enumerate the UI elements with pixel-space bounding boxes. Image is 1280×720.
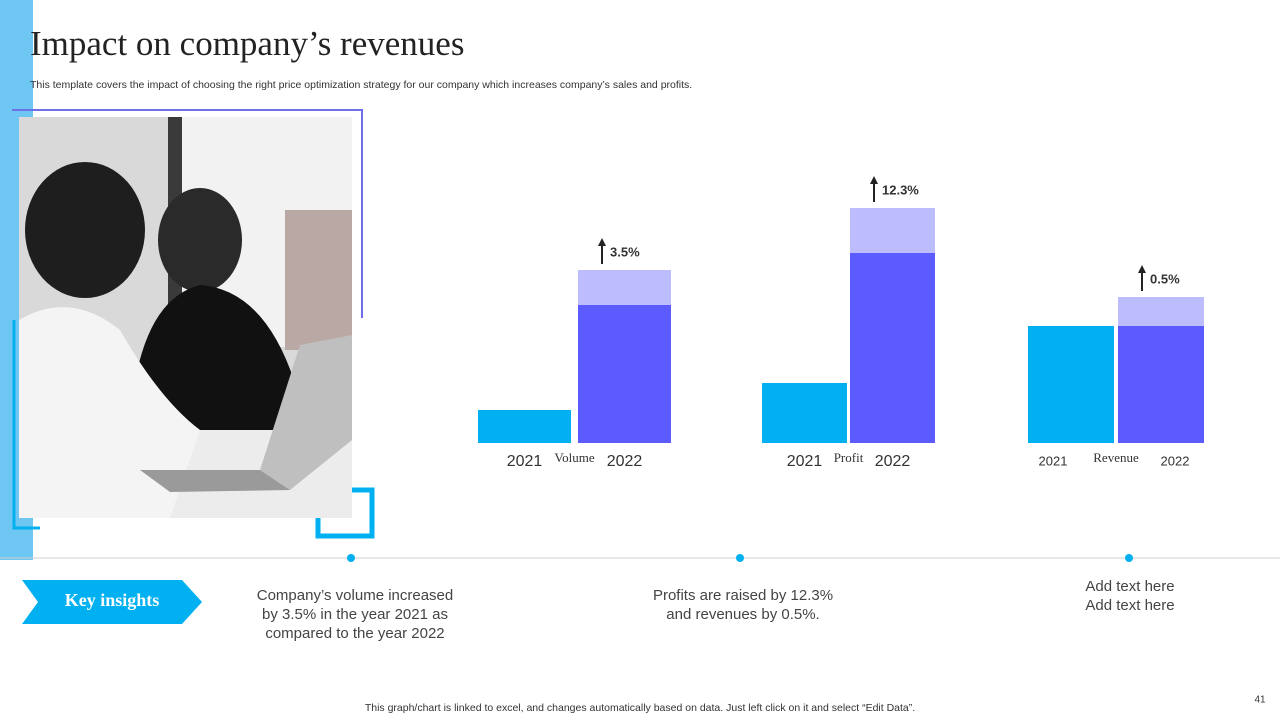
annotation: 0.5% <box>1150 271 1180 286</box>
insight-text: Add text here <box>1085 578 1174 595</box>
photo <box>19 117 352 518</box>
bar-segment <box>850 253 935 443</box>
chart-title: Profit <box>834 450 864 465</box>
annotation: 12.3% <box>882 182 919 197</box>
frame-line <box>12 109 363 318</box>
arrow-head <box>598 238 606 246</box>
arrow-head <box>1138 265 1146 273</box>
bar-segment <box>1118 297 1204 326</box>
annotation: 3.5% <box>610 244 640 259</box>
insight-text: Profits are raised by 12.3% <box>653 587 833 604</box>
x-tick-label: 2021 <box>1039 453 1068 468</box>
chart-title: Volume <box>554 450 594 465</box>
frame-bracket <box>12 320 40 530</box>
footer-note: This graph/chart is linked to excel, and… <box>365 702 915 714</box>
timeline-dot <box>736 554 744 562</box>
x-tick-label: 2021 <box>507 453 543 470</box>
timeline-dot <box>1125 554 1133 562</box>
insight-text: by 3.5% in the year 2021 as <box>262 606 448 623</box>
insight-text: Company’s volume increased <box>257 587 454 604</box>
chart-title: Revenue <box>1093 450 1139 465</box>
insight-text: Add text here <box>1085 597 1174 614</box>
title: Impact on company’s revenues <box>30 24 464 63</box>
bar-segment <box>850 208 935 253</box>
insight-chevron <box>22 580 202 624</box>
x-tick-label: 2022 <box>1161 453 1190 468</box>
bar-segment <box>578 305 671 443</box>
subtitle: This template covers the impact of choos… <box>30 79 692 91</box>
bar-segment <box>1028 326 1114 443</box>
bar-segment <box>478 410 571 443</box>
insight-text: and revenues by 0.5%. <box>666 606 819 623</box>
frame-bracket <box>315 487 375 539</box>
timeline-dot <box>347 554 355 562</box>
bar-segment <box>578 270 671 305</box>
bar-segment <box>762 383 847 443</box>
page-number: 41 <box>1254 695 1266 706</box>
insight-label: Key insights <box>65 590 160 610</box>
bar-segment <box>1118 326 1204 443</box>
insight-text: compared to the year 2022 <box>265 625 444 642</box>
x-tick-label: 2022 <box>607 453 643 470</box>
x-tick-label: 2022 <box>875 453 911 470</box>
x-tick-label: 2021 <box>787 453 823 470</box>
arrow-head <box>870 176 878 184</box>
